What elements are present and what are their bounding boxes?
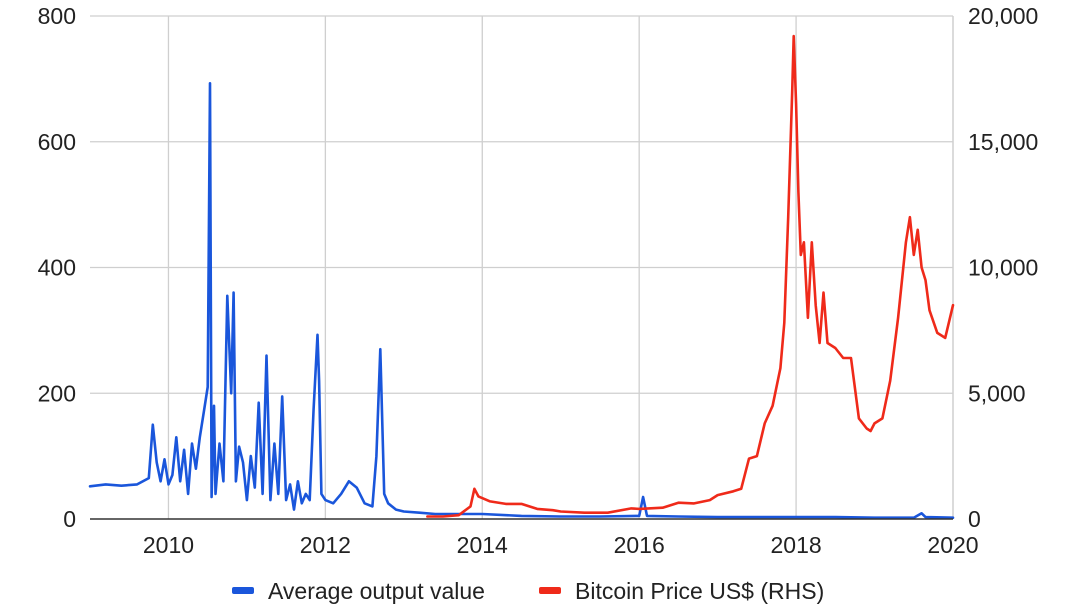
right-y-tick-label: 15,000 xyxy=(968,129,1038,155)
right-y-tick-label: 0 xyxy=(968,506,981,532)
right-y-tick-label: 20,000 xyxy=(968,3,1038,29)
x-tick-label: 2010 xyxy=(143,532,194,558)
x-tick-label: 2018 xyxy=(771,532,822,558)
legend-swatch-average-output-value xyxy=(232,587,254,594)
x-tick-label: 2012 xyxy=(300,532,351,558)
legend-label-bitcoin-price: Bitcoin Price US$ (RHS) xyxy=(575,578,824,604)
right-y-tick-label: 10,000 xyxy=(968,255,1038,281)
series-line-average-output-value xyxy=(88,82,955,520)
x-axis-ticks: 2010 2012 2014 2016 2018 2020 xyxy=(143,532,979,558)
x-tick-label: 2016 xyxy=(614,532,665,558)
series-lines xyxy=(88,34,955,520)
gridlines xyxy=(90,15,954,519)
legend-swatch-bitcoin-price xyxy=(539,587,561,594)
right-y-axis-ticks: 0 5,000 10,000 15,000 20,000 xyxy=(968,3,1038,532)
x-tick-label: 2014 xyxy=(457,532,508,558)
left-y-tick-label: 600 xyxy=(38,129,76,155)
left-y-tick-label: 800 xyxy=(38,3,76,29)
left-y-tick-label: 200 xyxy=(38,380,76,406)
left-y-axis-ticks: 0 200 400 600 800 xyxy=(38,3,76,532)
legend: Average output value Bitcoin Price US$ (… xyxy=(232,578,824,604)
legend-label-average-output-value: Average output value xyxy=(268,578,485,604)
series-line-bitcoin-price xyxy=(426,34,955,518)
left-y-tick-label: 400 xyxy=(38,255,76,281)
x-tick-label: 2020 xyxy=(927,532,978,558)
left-y-tick-label: 0 xyxy=(63,506,76,532)
right-y-tick-label: 5,000 xyxy=(968,380,1026,406)
